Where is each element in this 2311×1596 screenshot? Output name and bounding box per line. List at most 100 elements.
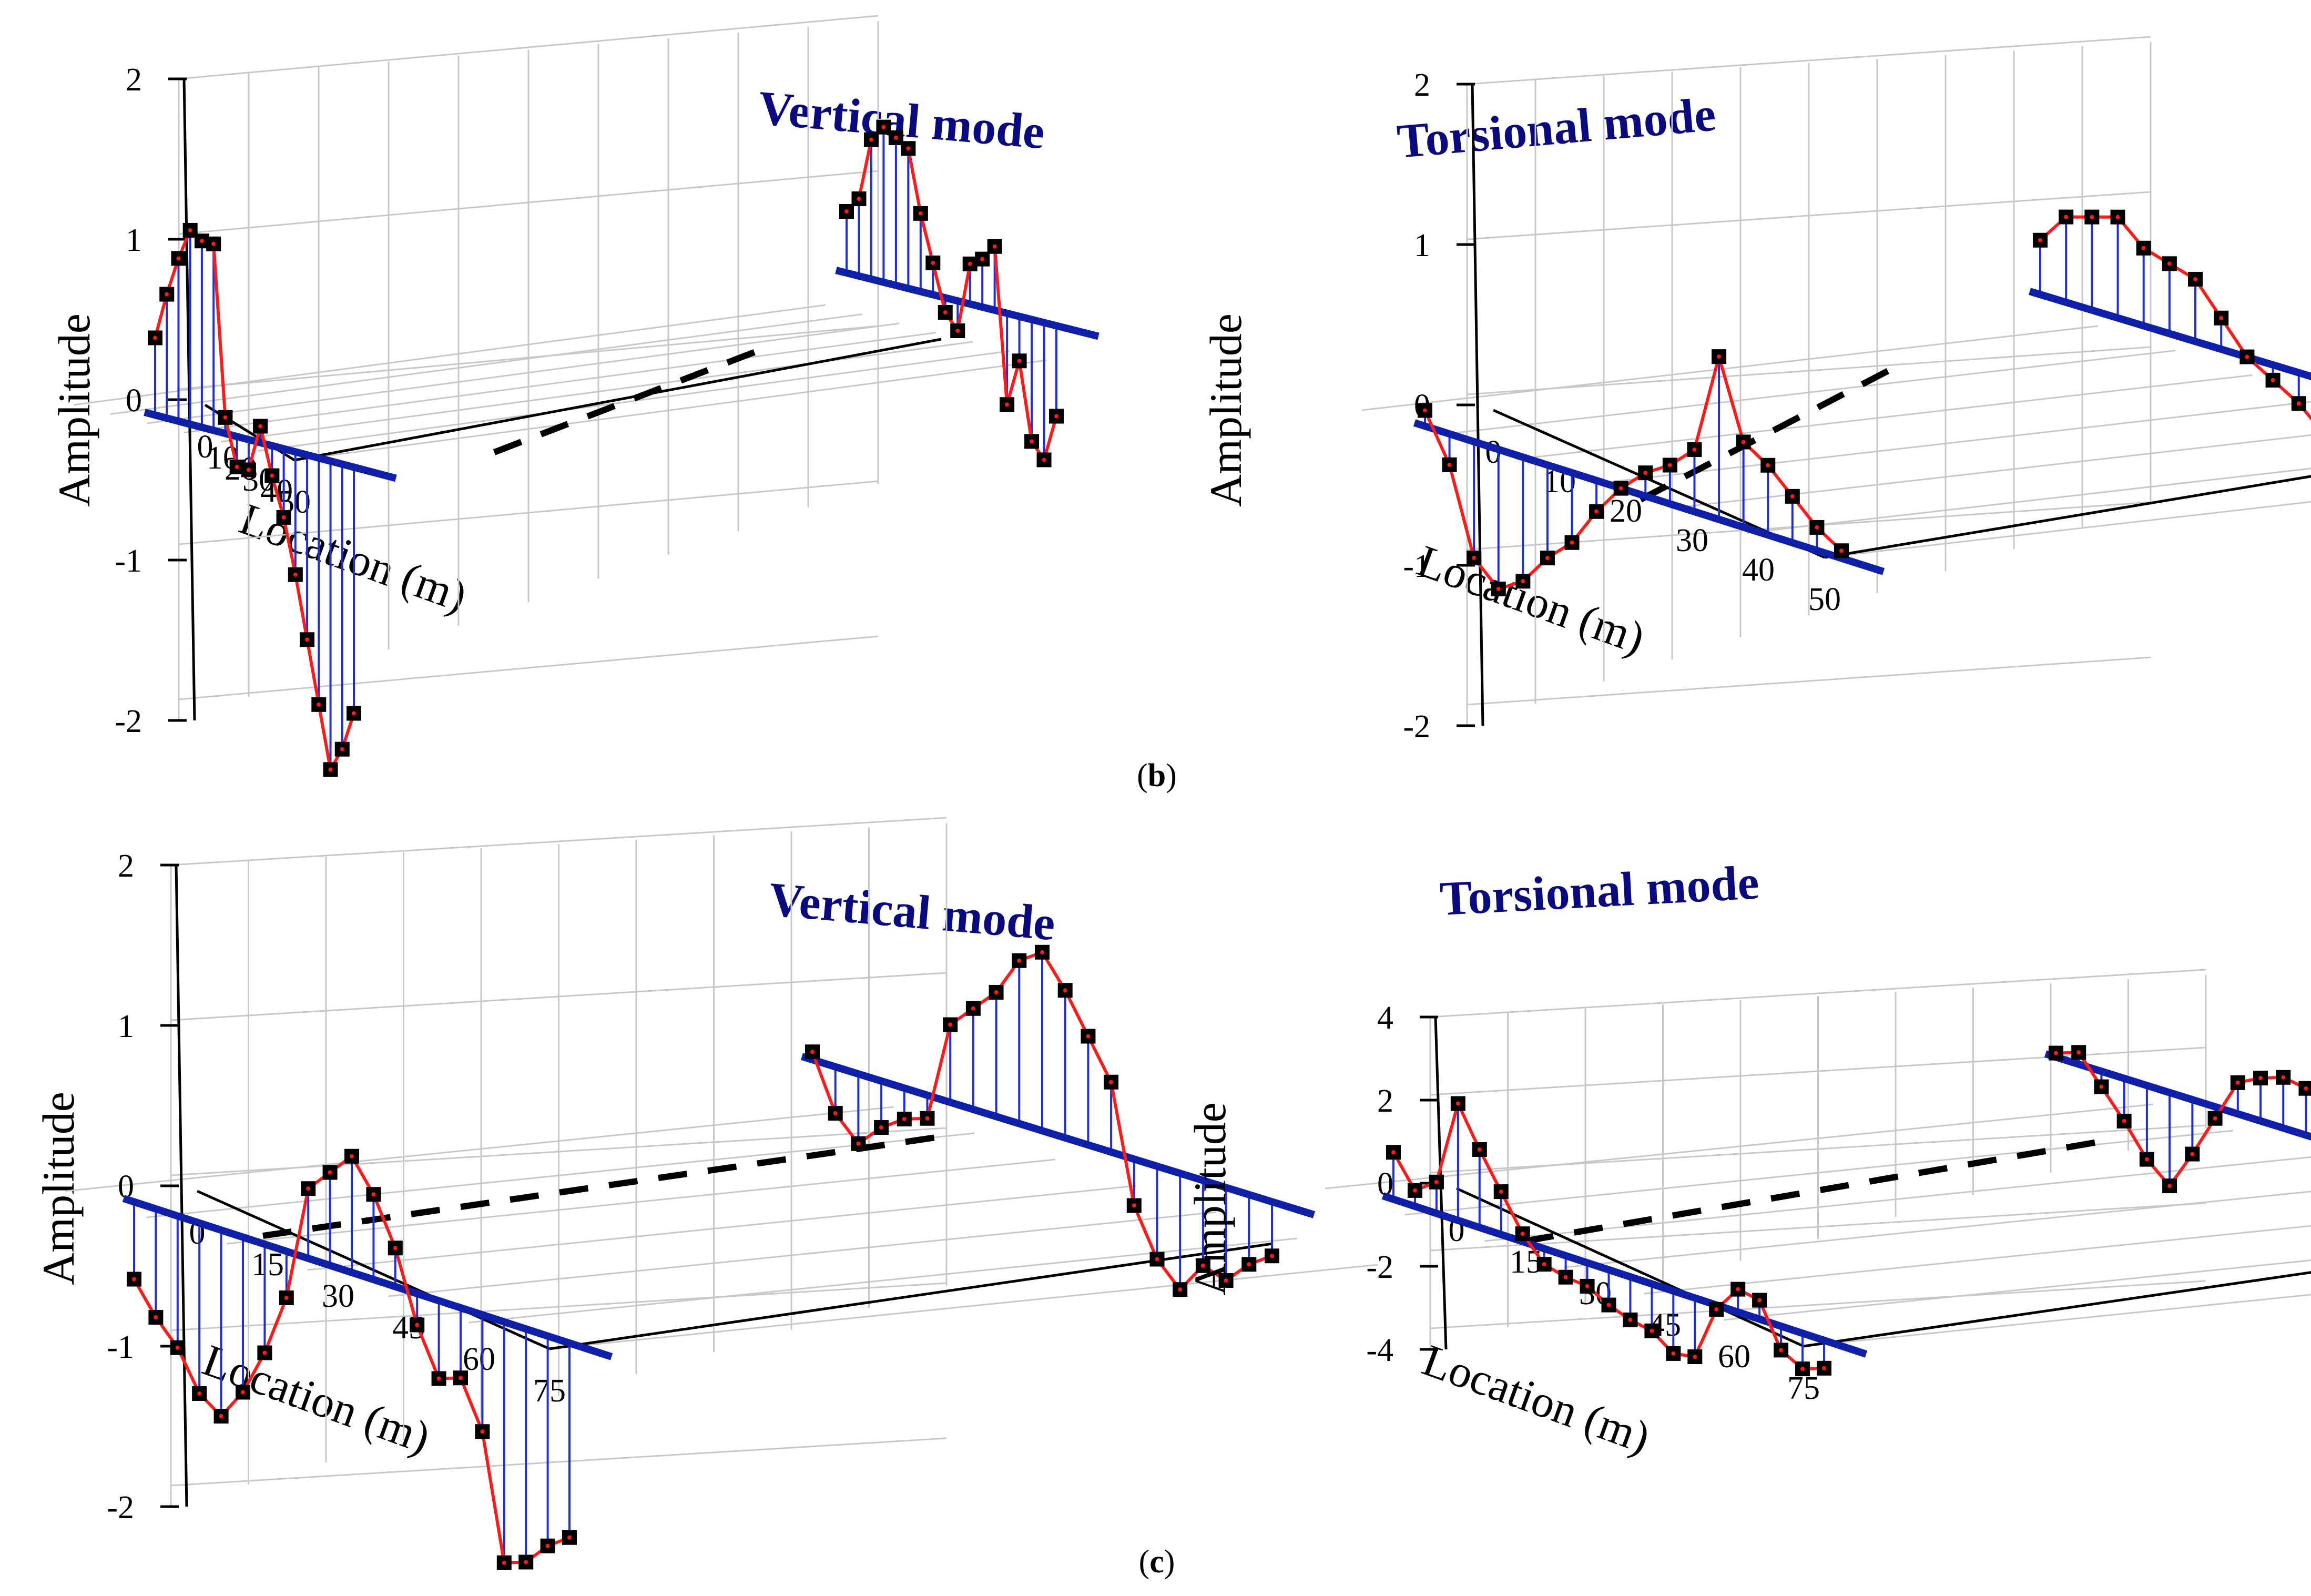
data-point-center: [2090, 215, 2094, 219]
data-point-center: [869, 137, 873, 142]
grid-line: [170, 972, 947, 1021]
data-point-center: [948, 1022, 953, 1027]
data-point-center: [1391, 1150, 1396, 1155]
y-tick-label: 4: [1377, 1000, 1393, 1036]
data-point-center: [1757, 1298, 1762, 1303]
data-point-center: [2167, 1184, 2172, 1188]
data-point-center: [879, 1125, 884, 1130]
data-point-center: [1434, 1180, 1439, 1184]
data-point-center: [1496, 586, 1501, 591]
y-axis-title: Amplitude: [49, 313, 99, 507]
data-point-center: [902, 1117, 907, 1121]
beam-line: [835, 267, 1099, 340]
data-point-center: [415, 1323, 420, 1327]
y-tick-label: 2: [1414, 67, 1430, 103]
data-point-center: [2064, 215, 2069, 219]
data-point-center: [223, 415, 228, 420]
data-point-center: [1447, 462, 1452, 467]
grid-line: [178, 170, 879, 235]
data-point-center: [1594, 509, 1599, 514]
grid-line: [65, 1106, 894, 1192]
grid-line: [257, 350, 1010, 452]
data-point-center: [262, 1350, 267, 1355]
y-tick-label: 2: [1377, 1083, 1393, 1119]
beam-line: [2044, 1050, 2311, 1141]
data-point-center: [2281, 1075, 2286, 1080]
data-point-center: [1017, 958, 1022, 963]
data-point-center: [881, 125, 886, 129]
center-dashed-line: [1639, 360, 1905, 503]
grid-line: [1467, 36, 2151, 85]
y-axis-line: [1471, 84, 1484, 726]
data-point-center: [833, 1111, 838, 1115]
data-point-center: [2099, 1084, 2104, 1089]
x-tick-label: 50: [1808, 582, 1841, 617]
y-tick-label: 1: [118, 1009, 134, 1044]
data-point-center: [1570, 540, 1574, 545]
data-point-center: [1667, 463, 1672, 467]
data-point-center: [1040, 950, 1044, 954]
data-point-center: [1779, 1348, 1784, 1353]
data-point-center: [199, 239, 204, 243]
grid-line: [1467, 346, 2151, 395]
data-point-center: [1563, 1275, 1568, 1279]
data-point-center: [2115, 215, 2120, 219]
data-point-center: [1815, 525, 1819, 530]
grid-line: [146, 1132, 975, 1218]
data-point-center: [968, 261, 972, 266]
data-point-center: [1520, 1232, 1525, 1236]
x-tick-label: 40: [1742, 552, 1775, 588]
data-point-center: [955, 329, 960, 333]
data-point-center: [480, 1429, 485, 1434]
data-point-center: [132, 1277, 136, 1282]
y-tick-label: -2: [1403, 709, 1430, 745]
x-tick-label: 30: [1676, 523, 1708, 558]
data-point-center: [2245, 354, 2249, 359]
data-point-center: [2304, 1086, 2308, 1091]
data-point-center: [1628, 1317, 1633, 1322]
x-tick-label: 15: [251, 1247, 284, 1283]
data-point-center: [211, 241, 216, 246]
x-axis-title: Location (m): [1417, 1335, 1657, 1463]
grid-line: [1747, 467, 2311, 534]
data-point-center: [1800, 1367, 1805, 1371]
grid-line: [294, 359, 1047, 461]
center-dashed-line: [1524, 1138, 2104, 1244]
data-point-center: [2122, 1119, 2126, 1123]
data-point-center: [2213, 1116, 2217, 1121]
data-point-center: [175, 1345, 180, 1350]
x-tick-label: 75: [533, 1373, 566, 1409]
y-tick-label: 0: [126, 383, 142, 419]
grid-line: [178, 325, 879, 390]
data-point-center: [1472, 555, 1477, 560]
data-point-center: [1054, 414, 1058, 419]
grid-line: [307, 1185, 1136, 1271]
grid-line: [1564, 1191, 2311, 1268]
grid-line: [1803, 1294, 2311, 1347]
data-point-center: [1086, 1034, 1091, 1039]
data-point-center: [1017, 359, 1022, 363]
data-point-center: [241, 1390, 245, 1395]
data-point-center: [258, 424, 263, 429]
data-point-center: [328, 1170, 332, 1175]
grid-line: [1644, 1225, 2311, 1295]
data-point-center: [1766, 463, 1770, 467]
data-point-center: [856, 1141, 861, 1146]
data-point-center: [371, 1192, 376, 1197]
y-axis-line: [175, 865, 188, 1507]
data-point-center: [1717, 354, 1722, 359]
data-point-center: [2054, 1051, 2058, 1055]
data-point-center: [1412, 1188, 1417, 1193]
data-point-center: [2141, 246, 2146, 250]
data-point-center: [2271, 378, 2275, 382]
data-point-center: [980, 257, 985, 261]
grid-line: [1325, 1103, 2154, 1190]
y-tick-label: 1: [126, 222, 142, 258]
data-point-center: [270, 473, 274, 478]
x-tick-label: 60: [1718, 1339, 1750, 1375]
x-tick-label: 60: [463, 1341, 495, 1377]
data-point-center: [1521, 579, 1525, 584]
data-point-center: [1200, 1263, 1205, 1268]
y-axis-title: Amplitude: [33, 1092, 84, 1285]
